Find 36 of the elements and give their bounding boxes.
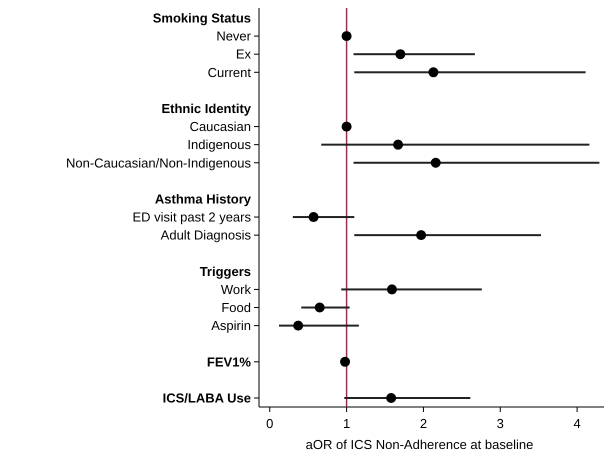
point	[393, 140, 404, 150]
y-tick-label: Non-Caucasian/Non-Indigenous	[66, 155, 252, 170]
y-tick-label: Work	[220, 282, 252, 297]
y-tick-label: Triggers	[200, 264, 251, 279]
x-tick-label: 3	[496, 416, 504, 431]
y-tick-label: FEV1%	[206, 354, 252, 370]
point	[308, 212, 319, 222]
y-tick-label: Indigenous	[187, 137, 252, 152]
x-axis-title: aOR of ICS Non-Adherence at baseline	[306, 437, 534, 452]
point	[395, 49, 406, 60]
x-tick-label: 4	[573, 416, 581, 431]
point	[386, 393, 396, 403]
y-tick-label: Ex	[236, 46, 252, 62]
y-tick-label: ICS/LABA Use	[162, 390, 251, 406]
y-tick-label: Asthma History	[154, 192, 252, 206]
x-tick-label: 2	[420, 416, 428, 431]
point	[386, 284, 397, 294]
y-tick-label: Smoking Status	[152, 10, 251, 26]
y-tick-label: Adult Diagnosis	[160, 228, 252, 243]
point	[342, 122, 352, 132]
point	[340, 356, 350, 367]
point	[314, 302, 325, 313]
point	[430, 158, 441, 168]
y-tick-label: Ethnic Identity	[161, 101, 252, 116]
y-tick-label: Food	[221, 300, 251, 316]
y-tick-label: Aspirin	[211, 318, 251, 334]
point	[416, 230, 426, 240]
point	[293, 320, 304, 331]
x-tick-label: 1	[342, 416, 350, 431]
y-tick-label: Caucasian	[190, 119, 251, 134]
y-tick-label: Current	[208, 64, 252, 80]
point	[342, 31, 352, 42]
x-tick-label: 0	[266, 416, 274, 431]
point	[428, 67, 438, 78]
y-tick-label: Never	[216, 28, 252, 44]
y-tick-label: ED visit past 2 years	[132, 210, 252, 225]
